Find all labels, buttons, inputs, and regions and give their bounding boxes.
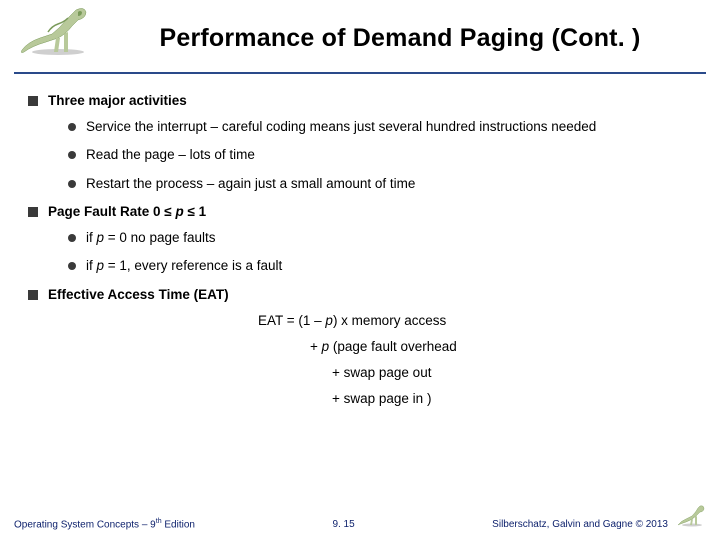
bullet-text: if p = 1, every reference is a fault [86,257,696,275]
footer-book-title: Operating System Concepts – 9th Edition [14,518,195,530]
slide-content: Three major activities Service the inter… [0,74,720,409]
eat-line-2: + p (page fault overhead [310,338,696,356]
bullet-text: Restart the process – again just a small… [86,175,696,193]
bullet-text: Three major activities [48,92,696,110]
text-segment: Edition [162,519,195,530]
round-bullet-icon [68,151,76,159]
dinosaur-icon [18,2,94,61]
bullet-text: Page Fault Rate 0 ≤ p ≤ 1 [48,203,696,221]
text-segment: ≤ 1 [184,204,206,219]
square-bullet-icon [28,290,38,300]
footer-page-number: 9. 15 [332,519,354,530]
eat-line-1: EAT = (1 – p) x memory access [258,312,696,330]
footer-copyright: Silberschatz, Galvin and Gagne © 2013 [492,503,706,530]
bullet-page-fault-rate: Page Fault Rate 0 ≤ p ≤ 1 [28,203,696,221]
eat-formula-block: EAT = (1 – p) x memory access + p (page … [258,312,696,409]
square-bullet-icon [28,96,38,106]
variable-p: p [325,313,333,328]
copyright-text: Silberschatz, Galvin and Gagne © 2013 [492,519,668,530]
text-segment: Page Fault Rate 0 ≤ [48,204,175,219]
eat-line-4: + swap page in ) [332,390,696,408]
bullet-text: Effective Access Time (EAT) [48,286,696,304]
bullet-text: if p = 0 no page faults [86,229,696,247]
bullet-eat: Effective Access Time (EAT) [28,286,696,304]
round-bullet-icon [68,123,76,131]
text-segment: Operating System Concepts – 9 [14,519,156,530]
text-segment: = 1, every reference is a fault [104,258,282,273]
bullet-text: Service the interrupt – careful coding m… [86,118,696,136]
dinosaur-small-icon [676,503,706,530]
text-segment: EAT = (1 – [258,313,325,328]
text-segment: = 0 no page faults [104,230,215,245]
round-bullet-icon [68,180,76,188]
slide-header: Performance of Demand Paging (Cont. ) [0,0,720,68]
sub-bullet-p-one: if p = 1, every reference is a fault [68,257,696,275]
bullet-text: Read the page – lots of time [86,146,696,164]
variable-p: p [97,230,105,245]
sub-bullet-read-page: Read the page – lots of time [68,146,696,164]
sub-bullet-service-interrupt: Service the interrupt – careful coding m… [68,118,696,136]
text-segment: (page fault overhead [329,339,457,354]
text-segment: ) x memory access [333,313,446,328]
eat-line-3: + swap page out [332,364,696,382]
slide-footer: Operating System Concepts – 9th Edition … [0,503,720,530]
variable-p: p [175,204,183,219]
round-bullet-icon [68,262,76,270]
slide-title: Performance of Demand Paging (Cont. ) [10,8,710,53]
text-segment: if [86,258,97,273]
square-bullet-icon [28,207,38,217]
sub-bullet-restart-process: Restart the process – again just a small… [68,175,696,193]
text-segment: if [86,230,97,245]
round-bullet-icon [68,234,76,242]
sub-bullet-p-zero: if p = 0 no page faults [68,229,696,247]
variable-p: p [97,258,105,273]
text-segment: + [310,339,322,354]
bullet-major-activities: Three major activities [28,92,696,110]
